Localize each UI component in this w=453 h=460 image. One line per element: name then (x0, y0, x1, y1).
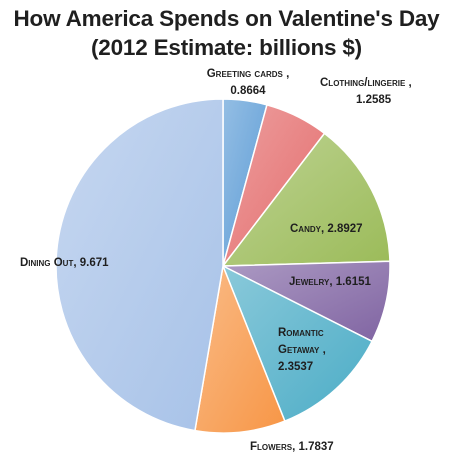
pie-slice-flowers (194, 263, 286, 434)
chart-title: How America Spends on Valentine's Day (13, 6, 440, 31)
pie-slice-romantic-getaway (221, 264, 374, 423)
pie-labels: Greeting cards , 0.8664 Clothing/lingerie … (20, 68, 412, 453)
slice-label-clothing-lingerie: Clothing/lingerie , 1.2585 (320, 77, 412, 106)
slice-label-flowers: Flowers, 1.7837 (250, 441, 334, 453)
slice-label-romantic-getaway: Romantic Getaway , 2.3537 (278, 327, 326, 373)
chart-subtitle: (2012 Estimate: billions $) (91, 35, 362, 60)
slice-label-dining-out: Dining Out, 9.671 (20, 257, 109, 269)
slice-label-candy: Candy, 2.8927 (290, 223, 363, 235)
slice-label-jewelry: Jewelry, 1.6151 (289, 276, 371, 288)
pie-slice-candy (221, 132, 391, 267)
pie-slice-dining-out (55, 98, 224, 432)
pie-slices (55, 98, 391, 434)
slice-label-greeting-cards: Greeting cards , 0.8664 (207, 68, 290, 97)
chart-title-block: How America Spends on Valentine's Day (2… (0, 4, 453, 62)
